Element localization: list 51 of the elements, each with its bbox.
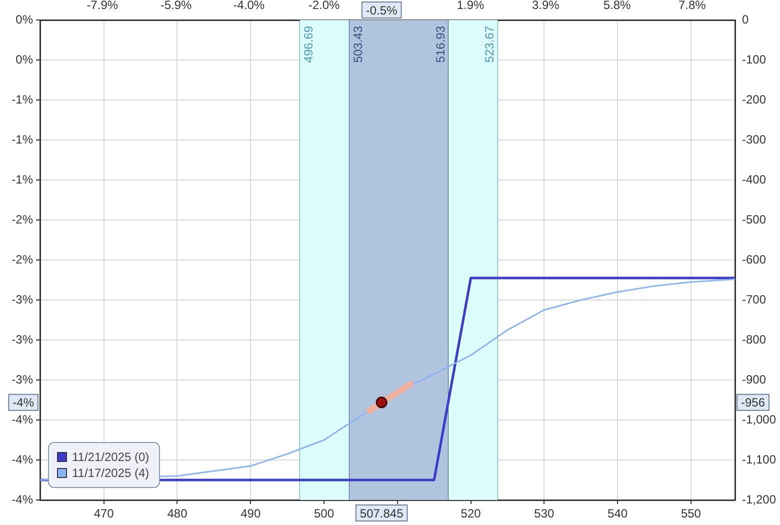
x-tick-label: 490 [240,506,261,521]
text: -956 [741,396,766,410]
y2-tick-label: 0 [742,12,749,26]
y2-tick-label: -1,200 [742,492,776,506]
legend-label: 11/21/2025 (0) [72,450,150,464]
y-tick-label: -3% [12,372,34,386]
ref-line-label: 496.69 [302,26,316,63]
x2-tick-label: -7.9% [86,0,118,12]
x2-tick-label: -4.0% [233,0,265,12]
y2-tick-label: -500 [742,212,766,226]
legend-label: 11/17/2025 (4) [72,466,150,480]
y2-tick-label: -700 [742,292,766,306]
y2-tick-label: -200 [742,92,766,106]
text: 507.845 [360,506,404,520]
x2-tick-label: -5.9% [160,0,192,12]
x-tick-label: 540 [608,506,628,521]
x-tick-label: 470 [94,506,114,521]
y2-tick-label: -1,000 [742,412,776,426]
y2-tick-label: -1,100 [742,452,776,466]
y-tick-label: -1% [12,132,34,146]
y2-tick-label: -900 [742,372,766,386]
ref-line-label: 503.43 [351,26,366,63]
x-tick-label: 500 [314,506,334,521]
y-tick-label: -3% [12,292,34,306]
x-tick-label: 480 [167,506,188,521]
text: -0.5% [366,3,398,18]
x2-tick-label: 5.8% [603,0,632,12]
y2-tick-label: -400 [742,172,766,186]
y2-tick-label: -100 [742,52,766,66]
x-tick-label: 530 [534,506,555,521]
y2-tick-label: -600 [742,252,766,266]
y2-tick-label: -300 [742,132,766,146]
y-tick-label: -4% [12,452,34,466]
ref-line-label: 523.67 [482,26,497,63]
y-tick-label: -1% [12,92,34,106]
x2-tick-label: 3.9% [532,0,560,12]
x2-tick-label: 7.8% [678,0,706,12]
y-tick-label: 0% [16,52,34,66]
y-tick-label: -1% [12,172,34,186]
y-tick-label: -2% [12,212,34,226]
y-tick-label: -4% [12,492,34,506]
ref-line-label: 516.93 [433,26,448,63]
x2-tick-label: -2.0% [308,0,340,12]
x2-tick-label: 1.9% [456,0,485,12]
y2-tick-label: -800 [742,332,766,346]
x-tick-label: 520 [460,506,482,521]
y-tick-label: -3% [12,332,34,346]
x-tick-label: 550 [680,506,702,521]
y-tick-label: 0% [16,12,34,26]
y-tick-label: -2% [12,252,34,266]
y-tick-label: -4% [12,412,34,426]
